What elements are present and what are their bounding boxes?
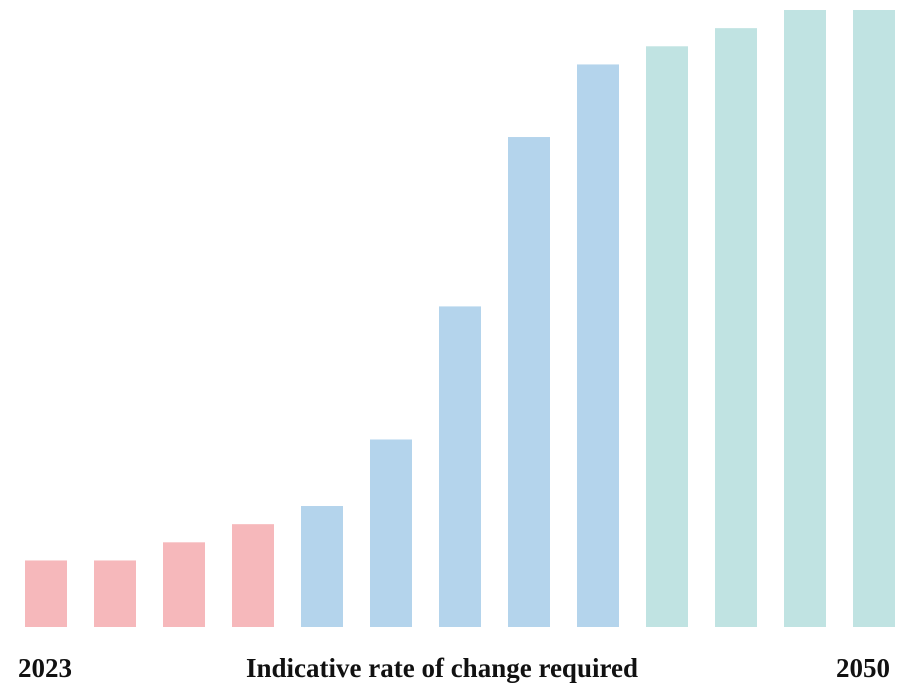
bar-10: [646, 46, 688, 627]
bar-13: [853, 10, 895, 627]
bar-8: [508, 137, 550, 627]
bar-11: [715, 28, 757, 628]
bar-7: [439, 306, 481, 627]
bar-9: [577, 64, 619, 628]
start-year-label: 2023: [18, 653, 72, 683]
bar-12: [784, 10, 826, 627]
end-year-label: 2050: [836, 653, 890, 683]
bar-5: [301, 506, 343, 627]
bar-4: [232, 524, 274, 627]
chart-caption: Indicative rate of change required: [246, 653, 638, 683]
bar-1: [25, 560, 67, 627]
bar-3: [163, 542, 205, 627]
bar-6: [370, 439, 412, 627]
bar-2: [94, 560, 136, 627]
